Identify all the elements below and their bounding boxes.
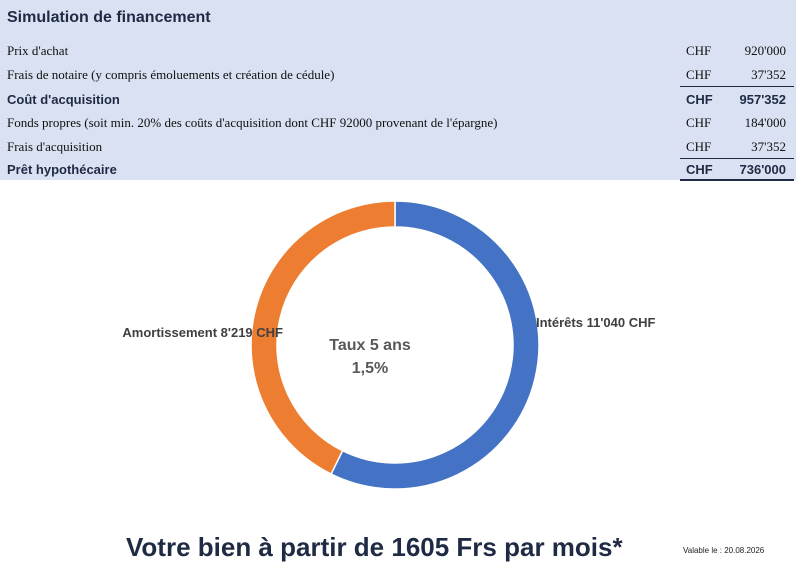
row-notary-fees: Frais de notaire (y compris émoluements … <box>0 63 796 87</box>
subtotal-underline <box>680 158 794 159</box>
financing-panel: Simulation de financement Prix d'achat C… <box>0 0 796 181</box>
financing-title: Simulation de financement <box>7 9 211 26</box>
row-amount: 920'000 <box>744 43 786 58</box>
center-label-value: 1,5% <box>352 360 388 377</box>
row-currency: CHF <box>686 162 713 177</box>
subtotal-underline <box>680 86 794 87</box>
row-amount: 957'352 <box>739 92 786 107</box>
row-label: Frais de notaire (y compris émoluements … <box>7 67 335 82</box>
row-purchase-price: Prix d'achat CHF 920'000 <box>0 39 796 63</box>
monthly-cost-headline: Votre bien à partir de 1605 Frs par mois… <box>126 532 623 562</box>
amortization-slice <box>250 200 396 476</box>
row-label: Coût d'acquisition <box>7 92 120 107</box>
row-currency: CHF <box>686 139 712 154</box>
row-acquisition-cost: Coût d'acquisition CHF 957'352 <box>0 87 796 111</box>
row-mortgage: Prêt hypothécaire CHF 736'000 <box>0 157 796 181</box>
row-amount: 184'000 <box>744 115 786 130</box>
row-currency: CHF <box>686 43 712 58</box>
interest-value-label: Intérêts 11'040 CHF <box>536 315 655 330</box>
row-currency: CHF <box>686 67 712 82</box>
row-label: Prêt hypothécaire <box>7 162 117 177</box>
row-amount: 736'000 <box>739 162 786 177</box>
row-acquisition-fees: Frais d'acquisition CHF 37'352 <box>0 135 796 159</box>
row-amount: 37'352 <box>751 67 786 82</box>
validity-date: Valable le : 20.08.2026 <box>683 546 765 555</box>
interest-slice <box>330 200 540 490</box>
row-label: Fonds propres (soit min. 20% des coûts d… <box>7 115 498 130</box>
row-currency: CHF <box>686 115 712 130</box>
row-label: Frais d'acquisition <box>7 139 103 154</box>
total-underline <box>680 179 794 181</box>
donut-chart: Intérêts 11'040 CHF Amortissement 8'219 … <box>122 200 655 490</box>
row-amount: 37'352 <box>751 139 786 154</box>
donut-slices <box>250 200 540 490</box>
row-label: Prix d'achat <box>7 43 69 58</box>
center-label-rate: Taux 5 ans <box>329 337 411 354</box>
row-own-funds: Fonds propres (soit min. 20% des coûts d… <box>0 111 796 135</box>
row-currency: CHF <box>686 92 713 107</box>
amortization-value-label: Amortissement 8'219 CHF <box>122 325 283 340</box>
